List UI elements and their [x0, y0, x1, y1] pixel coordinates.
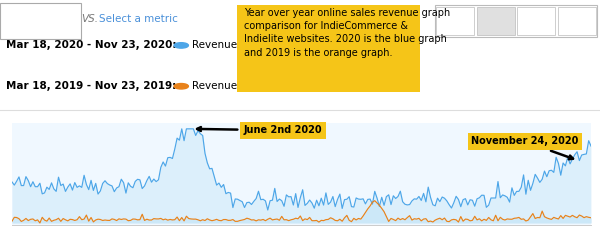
Text: Mar 18, 2020 - Nov 23, 2020:: Mar 18, 2020 - Nov 23, 2020:: [6, 40, 176, 50]
Text: Revenue: Revenue: [15, 14, 60, 24]
Text: June 2nd 2020: June 2nd 2020: [197, 125, 322, 135]
Text: Mar 18, 2019 - Nov 23, 2019:: Mar 18, 2019 - Nov 23, 2019:: [6, 81, 176, 91]
Text: Revenue: Revenue: [192, 81, 237, 91]
Text: Revenue: Revenue: [192, 40, 237, 50]
Text: VS.: VS.: [81, 14, 98, 24]
Text: Hourly: Hourly: [440, 17, 470, 25]
Text: Year over year online sales revenue graph
comparison for IndieCommerce &
Indieli: Year over year online sales revenue grap…: [244, 8, 451, 58]
Text: ▼: ▼: [59, 15, 65, 24]
Text: Month: Month: [563, 17, 591, 25]
Text: November 24, 2020: November 24, 2020: [471, 136, 578, 159]
Text: Select a metric: Select a metric: [99, 14, 178, 24]
Text: Week: Week: [524, 17, 548, 25]
Text: Day: Day: [486, 17, 505, 25]
